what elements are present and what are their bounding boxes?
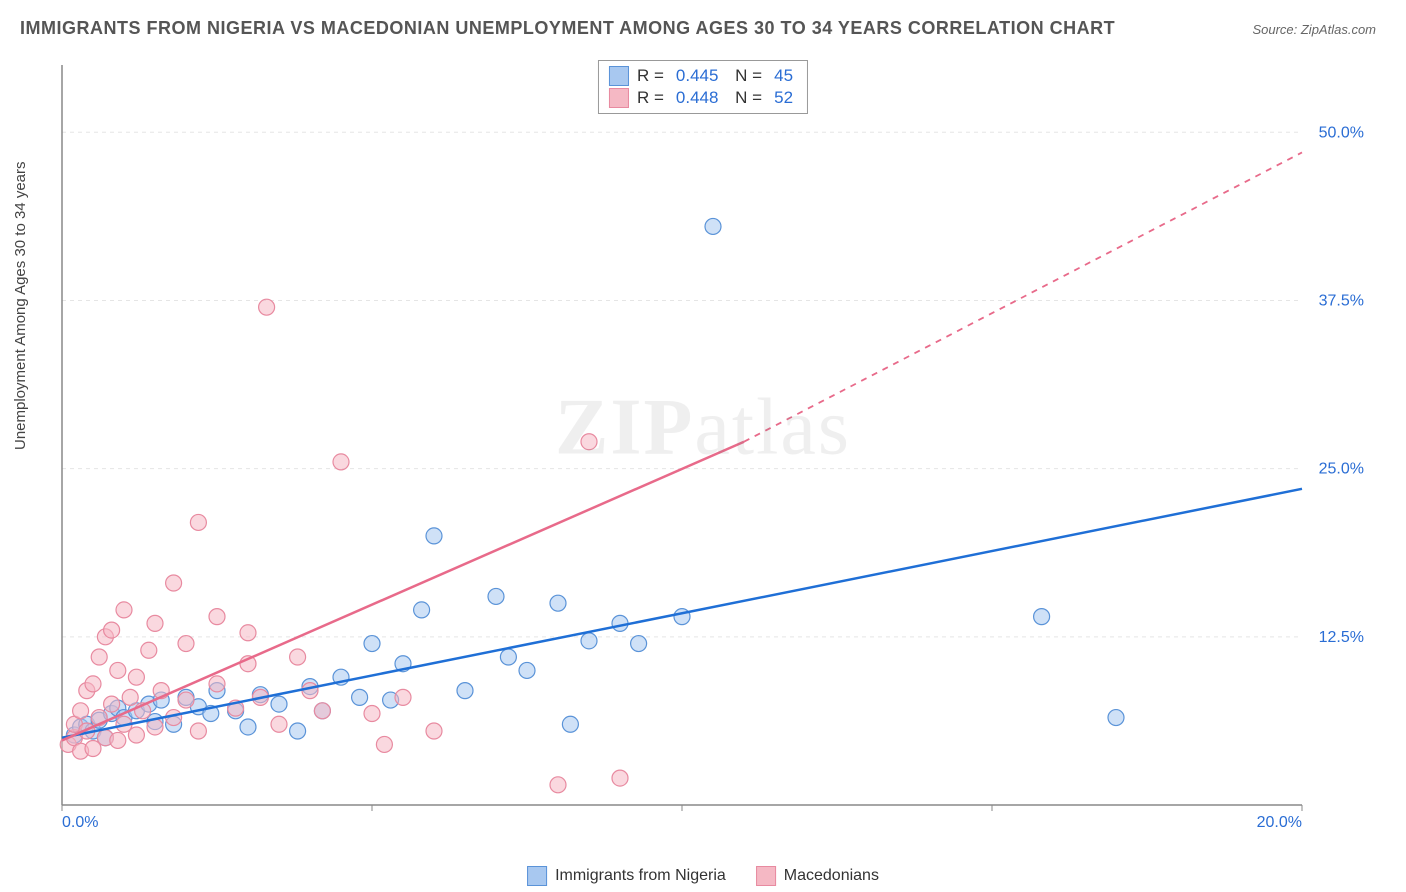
svg-text:20.0%: 20.0% (1257, 814, 1302, 831)
stats-row-macedonian: R =0.448 N =52 (609, 87, 797, 109)
stats-legend: R =0.445 N =45 R =0.448 N =52 (598, 60, 808, 114)
svg-text:50.0%: 50.0% (1319, 124, 1364, 141)
source-label: Source: ZipAtlas.com (1252, 22, 1376, 37)
svg-text:0.0%: 0.0% (62, 814, 98, 831)
legend-item-macedonian: Macedonians (756, 866, 879, 886)
chart-container: IMMIGRANTS FROM NIGERIA VS MACEDONIAN UN… (0, 0, 1406, 892)
legend-label: Immigrants from Nigeria (555, 867, 726, 885)
svg-text:25.0%: 25.0% (1319, 461, 1364, 478)
stats-row-nigeria: R =0.445 N =45 (609, 65, 797, 87)
swatch-macedonian-icon (756, 866, 776, 886)
scatter-plot: 12.5% 25.0% 37.5% 50.0% 0.0% 20.0% (52, 55, 1372, 845)
svg-text:37.5%: 37.5% (1319, 292, 1364, 309)
swatch-nigeria (609, 66, 629, 86)
swatch-nigeria-icon (527, 866, 547, 886)
svg-text:12.5%: 12.5% (1319, 629, 1364, 646)
swatch-macedonian (609, 88, 629, 108)
bottom-legend: Immigrants from Nigeria Macedonians (527, 866, 879, 886)
legend-label: Macedonians (784, 867, 879, 885)
chart-title: IMMIGRANTS FROM NIGERIA VS MACEDONIAN UN… (20, 18, 1115, 39)
legend-item-nigeria: Immigrants from Nigeria (527, 866, 726, 886)
y-axis-label: Unemployment Among Ages 30 to 34 years (12, 161, 29, 450)
